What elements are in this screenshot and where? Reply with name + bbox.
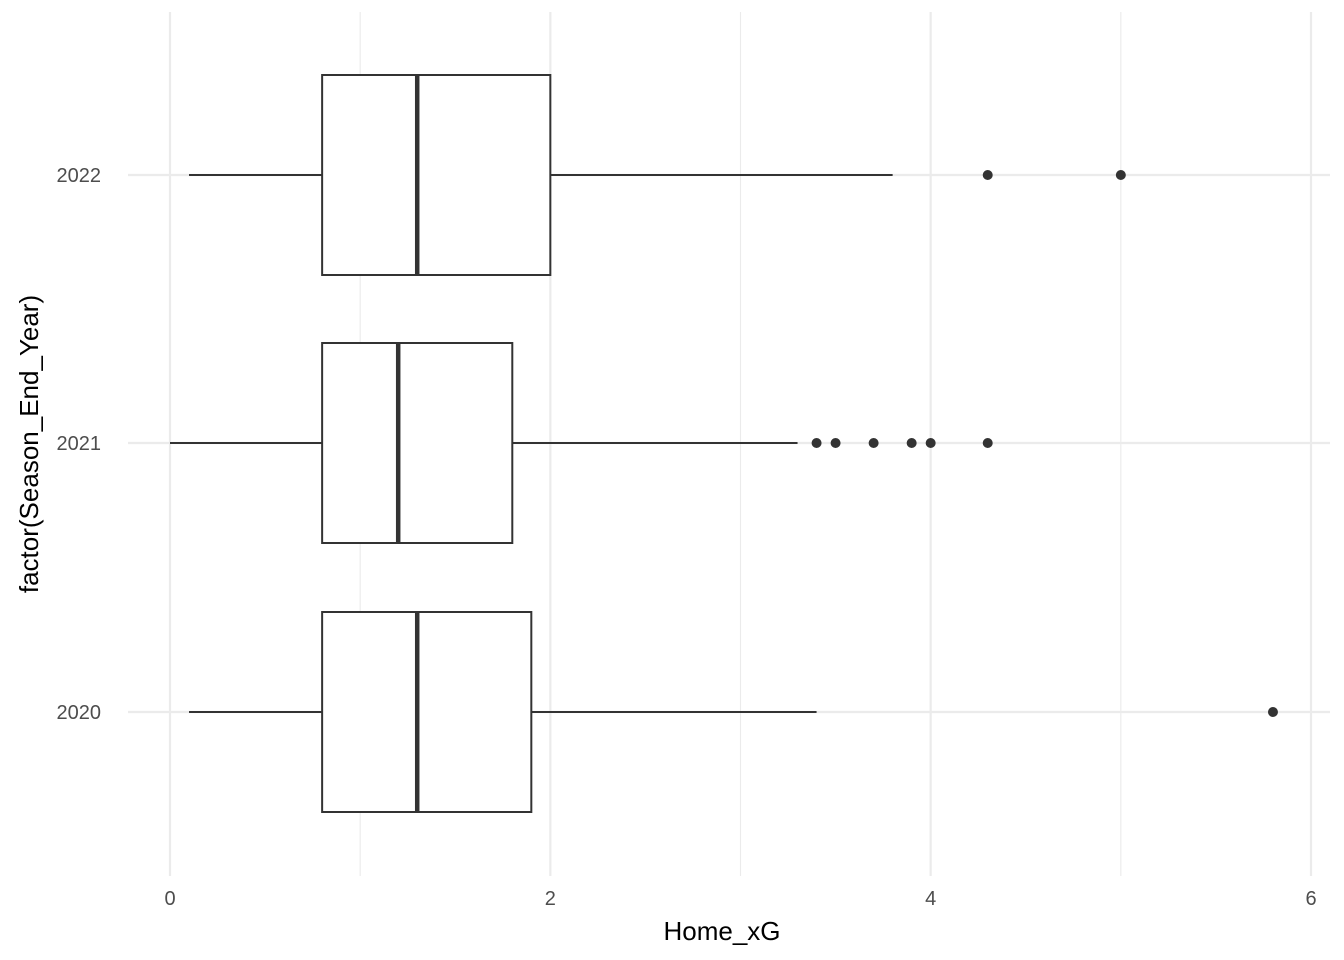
box-body-2021: [321, 342, 514, 544]
outlier-point-2021-1: [830, 438, 841, 448]
outlier-point-2021-3: [906, 438, 917, 448]
y-axis-title: factor(Season_End_Year): [14, 295, 44, 593]
x-tick-label-2: 2: [545, 888, 556, 910]
x-axis-title: Home_xG: [663, 916, 780, 946]
x-tick-label-4: 4: [925, 888, 936, 910]
y-tick-label-2022: 2022: [57, 165, 102, 187]
outlier-point-2021-5: [982, 438, 993, 448]
outlier-point-2021-2: [868, 438, 879, 448]
box-2020: [189, 611, 1278, 813]
box-body-2020: [321, 611, 533, 813]
y-tick-label-2020: 2020: [57, 702, 102, 724]
box-2022: [189, 74, 1126, 276]
boxes: [170, 74, 1278, 813]
box-body-2022: [321, 74, 552, 276]
outlier-point-2022-1: [1115, 170, 1126, 180]
x-tick-label-0: 0: [164, 888, 175, 910]
y-tick-label-2021: 2021: [57, 433, 102, 455]
y-tick-labels: 2020 2021 2022: [57, 165, 102, 724]
outlier-point-2020-0: [1267, 707, 1278, 717]
outlier-point-2022-0: [982, 170, 993, 180]
outlier-point-2021-0: [811, 438, 822, 448]
outlier-point-2021-4: [925, 438, 936, 448]
x-tick-labels: 0 2 4 6: [164, 888, 1316, 910]
box-2021: [170, 342, 993, 544]
x-tick-label-6: 6: [1305, 888, 1316, 910]
